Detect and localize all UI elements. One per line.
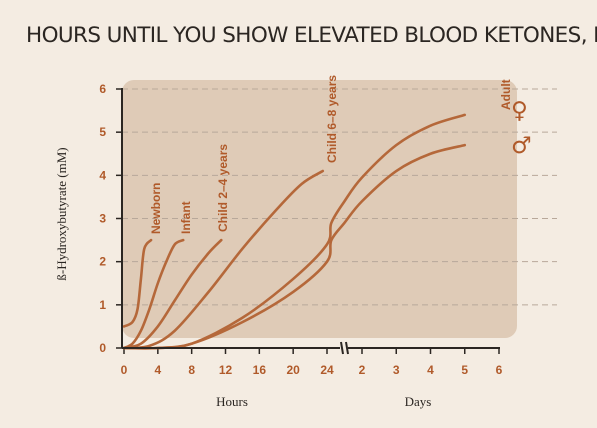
x-tick-label: 6 [496, 363, 503, 377]
y-tick-label: 2 [99, 255, 106, 269]
series-line-child-6-8-years [122, 169, 325, 350]
x-tick-label: 2 [359, 363, 366, 377]
y-tick-label: 3 [99, 212, 106, 226]
x-tick-label: 16 [253, 363, 267, 377]
gridlines [122, 88, 557, 306]
chart-title: HOURS UNTIL YOU SHOW ELEVATED BLOOD KETO… [26, 23, 597, 48]
female-symbol-icon: ♀ [511, 98, 528, 124]
x-tick-label: 4 [427, 363, 434, 377]
axis-break-right [345, 341, 349, 355]
series-curves [122, 113, 467, 350]
x-tick-label: 5 [461, 363, 468, 377]
male-symbol-icon: ♂ [511, 133, 532, 159]
curve-label-infant: Infant [179, 201, 193, 234]
y-tick-label: 0 [99, 341, 106, 355]
y-tick-labels: 0 1 2 3 4 5 6 [99, 82, 122, 355]
x-tick-label: 24 [320, 363, 334, 377]
series-line-child-2-4-years [122, 238, 223, 350]
x-tick-label: 3 [393, 363, 400, 377]
x-tick-label: 20 [286, 363, 300, 377]
x-tick-label: 12 [219, 363, 233, 377]
x-tick-label: 4 [154, 363, 161, 377]
axis-break-left [340, 341, 344, 355]
series-line-newborn [122, 238, 153, 328]
y-tick-label: 1 [99, 298, 106, 312]
x-tick-label: 0 [121, 363, 128, 377]
plot-background [122, 80, 517, 338]
x-tick-labels: 0 4 8 12 16 20 24 2 3 4 5 6 [121, 348, 503, 377]
curve-label-adult: Adult [499, 79, 513, 110]
x-tick-label: 8 [188, 363, 195, 377]
y-tick-label: 5 [99, 125, 106, 139]
x-group-label-days: Days [405, 394, 432, 409]
y-tick-label: 4 [99, 168, 106, 182]
curve-label-newborn: Newborn [149, 183, 163, 234]
series-line-adult [122, 143, 467, 350]
curve-label-child-6-8: Child 6–8 years [325, 75, 339, 163]
curve-label-child-2-4: Child 2–4 years [216, 144, 230, 232]
x-group-label-hours: Hours [216, 394, 248, 409]
y-tick-label: 6 [99, 82, 106, 96]
series-line-infant [122, 238, 185, 350]
y-axis-label: ß-Hydroxybutyrate (mM) [54, 147, 69, 280]
